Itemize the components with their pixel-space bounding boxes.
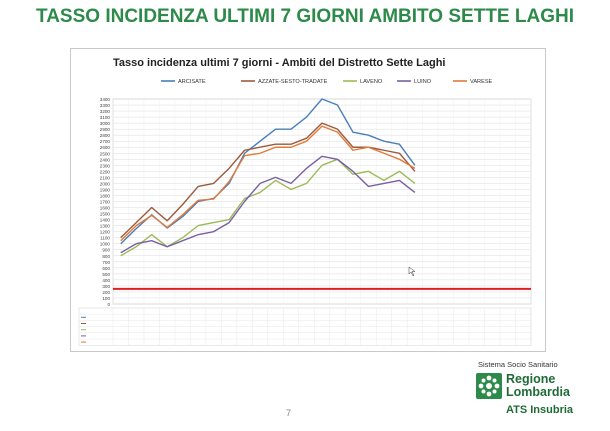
y-tick-label: 300	[102, 284, 110, 289]
legend-label-3: LUINO	[414, 79, 432, 85]
y-tick-label: 1700	[100, 200, 111, 205]
y-tick-label: 1500	[100, 212, 111, 217]
y-tick-label: 2100	[100, 175, 111, 180]
y-tick-label: 500	[102, 272, 110, 277]
legend-label-0: ARCISATE	[178, 79, 206, 85]
y-tick-label: 1300	[100, 224, 111, 229]
legend-label-2: LAVENO	[360, 79, 383, 85]
line-chart: 0100200300400500600700800900100011001200…	[78, 79, 532, 346]
series-line-3	[120, 155, 416, 254]
page-number: 7	[286, 408, 292, 418]
y-tick-label: 1100	[100, 236, 110, 241]
y-tick-label: 2500	[100, 151, 111, 156]
y-tick-label: 2000	[100, 181, 111, 186]
y-tick-label: 3100	[100, 115, 111, 120]
region-emblem-icon	[476, 373, 502, 399]
y-tick-label: 800	[102, 254, 110, 259]
y-tick-label: 2600	[100, 145, 111, 150]
y-tick-label: 2800	[100, 133, 111, 138]
cursor-pointer-icon	[408, 266, 416, 277]
legend-label-1: AZZATE-SESTO-TRADATE	[258, 79, 328, 85]
y-tick-label: 1000	[100, 242, 111, 247]
y-tick-label: 1400	[100, 218, 111, 223]
y-tick-label: 3300	[100, 103, 111, 108]
y-tick-label: 900	[102, 248, 110, 253]
series-line-4	[120, 125, 416, 242]
y-tick-label: 3000	[100, 121, 111, 126]
y-tick-label: 600	[102, 266, 110, 271]
y-tick-label: 3400	[100, 97, 111, 102]
logo-org: ATS Insubria	[506, 404, 574, 416]
y-tick-label: 3200	[100, 109, 111, 114]
y-tick-label: 100	[102, 296, 110, 301]
y-tick-label: 200	[102, 290, 110, 295]
y-tick-label: 700	[102, 260, 110, 265]
y-tick-label: 400	[102, 278, 110, 283]
slide-title: TASSO INCIDENZA ULTIMI 7 GIORNI AMBITO S…	[36, 6, 574, 27]
y-tick-label: 2900	[100, 127, 111, 132]
legend-label-4: VARESE	[470, 79, 493, 85]
logo-region-line1: Regione	[506, 372, 556, 386]
y-tick-label: 1800	[100, 193, 111, 198]
y-tick-label: 1600	[100, 206, 111, 211]
chart-title: Tasso incidenza ultimi 7 giorni - Ambiti…	[113, 57, 446, 69]
y-tick-label: 1200	[100, 230, 111, 235]
chart-frame: Tasso incidenza ultimi 7 giorni - Ambiti…	[70, 48, 546, 352]
y-tick-label: 0	[107, 302, 110, 307]
y-tick-label: 2400	[100, 157, 111, 162]
y-tick-label: 2200	[100, 169, 111, 174]
logo-caption: Sistema Socio Sanitario	[478, 360, 558, 369]
y-tick-label: 2700	[100, 139, 111, 144]
y-tick-label: 2300	[100, 163, 111, 168]
logo-region-line2: Lombardia	[506, 385, 570, 399]
regione-lombardia-logo: Sistema Socio Sanitario Regione Lombardi…	[462, 360, 602, 428]
y-tick-label: 1900	[100, 187, 111, 192]
